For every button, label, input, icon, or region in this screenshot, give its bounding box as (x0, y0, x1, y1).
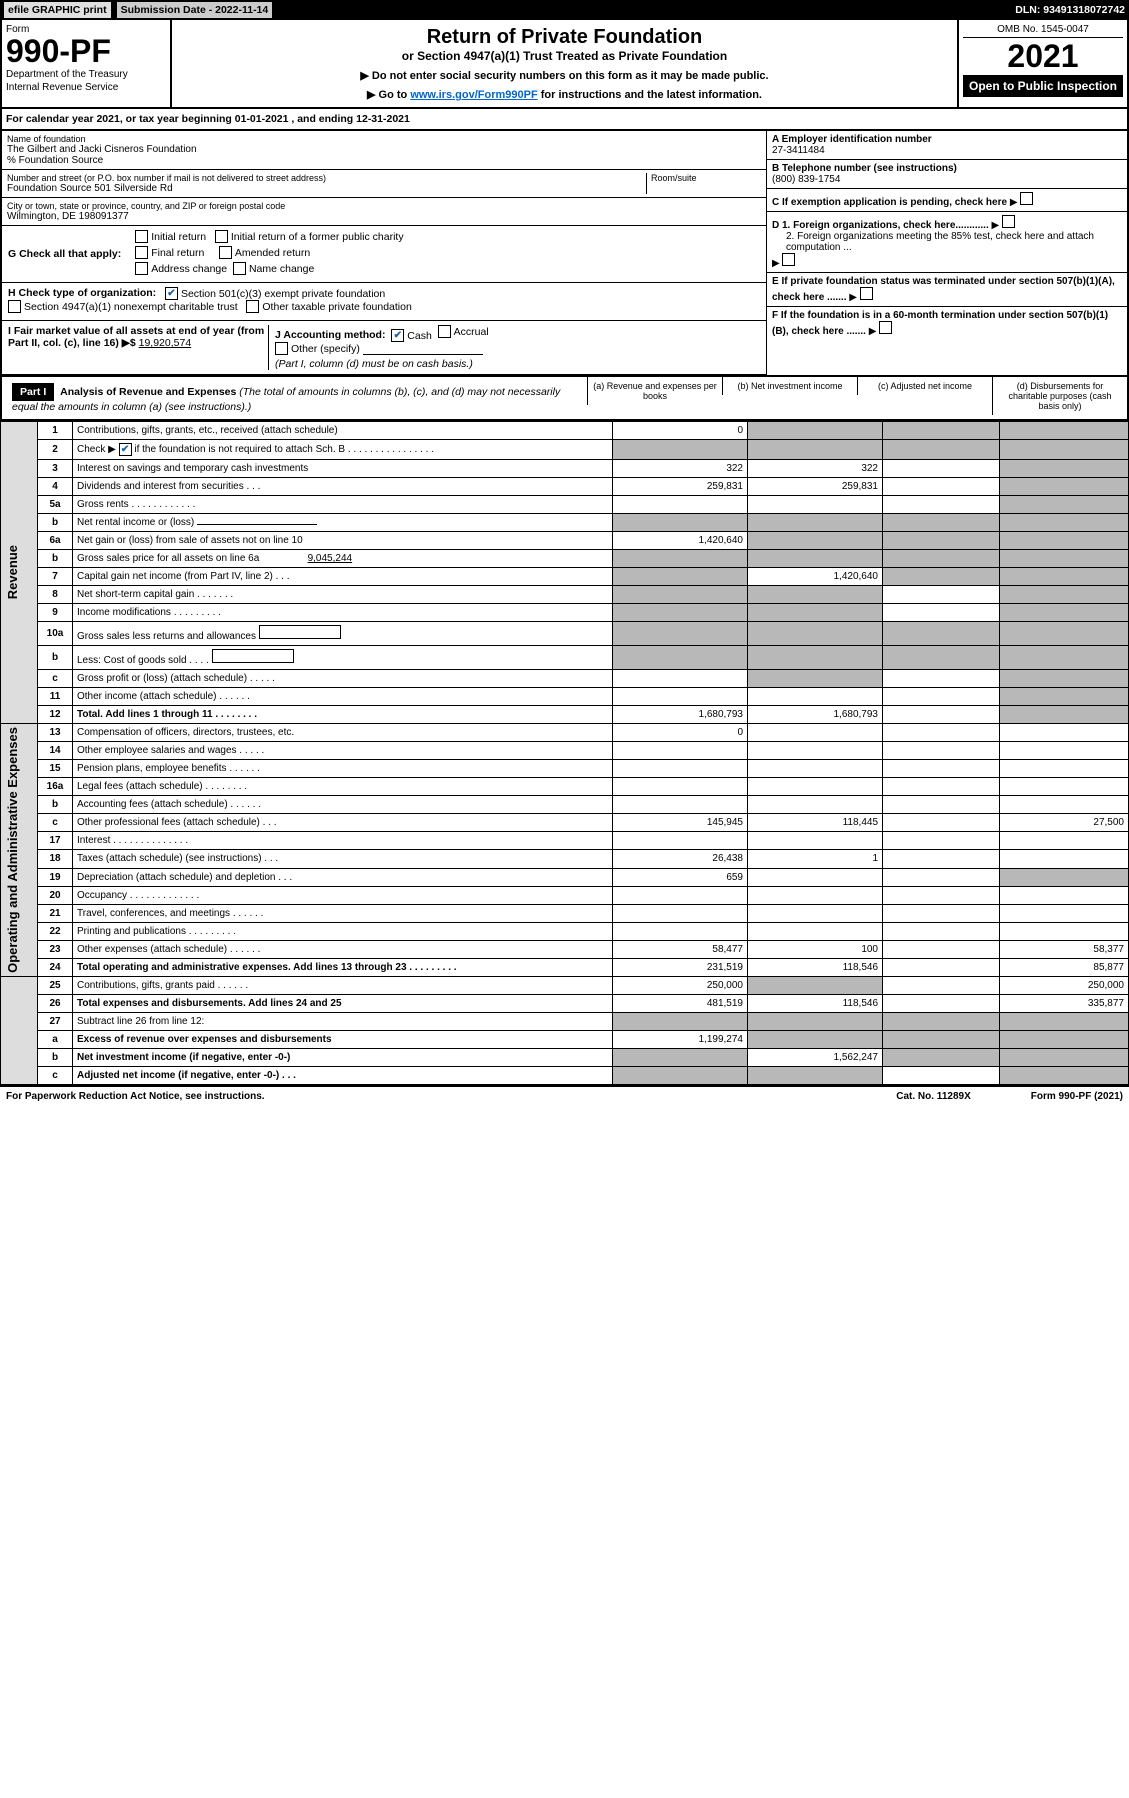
fmv: 19,920,574 (139, 337, 192, 349)
dln: DLN: 93491318072742 (1015, 4, 1125, 16)
revenue-label: Revenue (5, 545, 20, 599)
other-method-cb[interactable] (275, 342, 288, 355)
addr-row: Number and street (or P.O. box number if… (2, 170, 766, 198)
title-block: Return of Private Foundation or Section … (172, 20, 957, 107)
footer: For Paperwork Reduction Act Notice, see … (0, 1085, 1129, 1106)
E-row: E If private foundation status was termi… (767, 273, 1127, 307)
tax-year: 2021 (963, 38, 1123, 75)
name-row: Name of foundation The Gilbert and Jacki… (2, 131, 766, 170)
other-taxable-cb[interactable] (246, 300, 259, 313)
phone: (800) 839-1754 (772, 174, 840, 185)
C-row: C If exemption application is pending, c… (767, 189, 1127, 212)
form-title: Return of Private Foundation (184, 26, 945, 49)
initial-former-cb[interactable] (215, 230, 228, 243)
part1-table: Revenue 1Contributions, gifts, grants, e… (0, 421, 1129, 1085)
ein: 27-3411484 (772, 145, 825, 156)
submission-date: Submission Date - 2022-11-14 (117, 2, 273, 18)
col-d-hdr: (d) Disbursements for charitable purpose… (992, 377, 1127, 415)
part1-badge: Part I (12, 383, 54, 401)
501c3-cb[interactable]: ✔ (165, 287, 178, 300)
C-cb[interactable] (1020, 192, 1033, 205)
form-footer: Form 990-PF (2021) (1031, 1091, 1123, 1102)
note-link: ▶ Go to www.irs.gov/Form990PF for instru… (184, 88, 945, 101)
paperwork-notice: For Paperwork Reduction Act Notice, see … (6, 1091, 265, 1102)
cash-cb[interactable]: ✔ (391, 329, 404, 342)
F-cb[interactable] (879, 321, 892, 334)
city-row: City or town, state or province, country… (2, 198, 766, 226)
address: Foundation Source 501 Silverside Rd (7, 183, 646, 194)
final-return-cb[interactable] (135, 246, 148, 259)
B-row: B Telephone number (see instructions)(80… (767, 160, 1127, 189)
form-header: Form 990-PF Department of the Treasury I… (0, 20, 1129, 109)
E-cb[interactable] (860, 287, 873, 300)
room-label: Room/suite (651, 173, 761, 183)
accrual-cb[interactable] (438, 325, 451, 338)
schb-cb[interactable]: ✔ (119, 443, 132, 456)
topbar: efile GRAPHIC print Submission Date - 20… (0, 0, 1129, 20)
irs: Internal Revenue Service (6, 82, 166, 93)
h-row: H Check type of organization: ✔Section 5… (2, 283, 766, 321)
omb: OMB No. 1545-0047 (963, 24, 1123, 38)
j-note: (Part I, column (d) must be on cash basi… (275, 358, 473, 370)
care-of: % Foundation Source (7, 155, 761, 166)
ij-row: I Fair market value of all assets at end… (2, 321, 766, 375)
dept: Department of the Treasury (6, 69, 166, 80)
name-change-cb[interactable] (233, 262, 246, 275)
cat-no: Cat. No. 11289X (896, 1091, 970, 1102)
open-public: Open to Public Inspection (963, 75, 1123, 97)
form-url[interactable]: www.irs.gov/Form990PF (410, 89, 537, 101)
year-block: OMB No. 1545-0047 2021 Open to Public In… (957, 20, 1127, 107)
4947-cb[interactable] (8, 300, 21, 313)
efile-badge[interactable]: efile GRAPHIC print (4, 2, 111, 18)
foundation-name: The Gilbert and Jacki Cisneros Foundatio… (7, 144, 761, 155)
form-code: 990-PF (6, 35, 166, 67)
expenses-label: Operating and Administrative Expenses (5, 727, 20, 973)
F-row: F If the foundation is in a 60-month ter… (767, 307, 1127, 340)
col-c-hdr: (c) Adjusted net income (857, 377, 992, 395)
g-row: G Check all that apply: Initial return I… (2, 226, 766, 283)
D1-cb[interactable] (1002, 215, 1015, 228)
amended-cb[interactable] (219, 246, 232, 259)
col-b-hdr: (b) Net investment income (722, 377, 857, 395)
part1-header: Part I Analysis of Revenue and Expenses … (0, 377, 1129, 421)
city: Wilmington, DE 198091377 (7, 211, 761, 222)
A-row: A Employer identification number27-34114… (767, 131, 1127, 160)
D2-cb[interactable] (782, 253, 795, 266)
meta-block: Name of foundation The Gilbert and Jacki… (0, 131, 1129, 377)
col-a-hdr: (a) Revenue and expenses per books (587, 377, 722, 405)
address-change-cb[interactable] (135, 262, 148, 275)
D-row: D 1. Foreign organizations, check here..… (767, 212, 1127, 273)
note-ssn: ▶ Do not enter social security numbers o… (184, 69, 945, 82)
form-subtitle: or Section 4947(a)(1) Trust Treated as P… (184, 49, 945, 63)
initial-return-cb[interactable] (135, 230, 148, 243)
calendar-year: For calendar year 2021, or tax year begi… (0, 109, 1129, 131)
form-id-block: Form 990-PF Department of the Treasury I… (2, 20, 172, 107)
